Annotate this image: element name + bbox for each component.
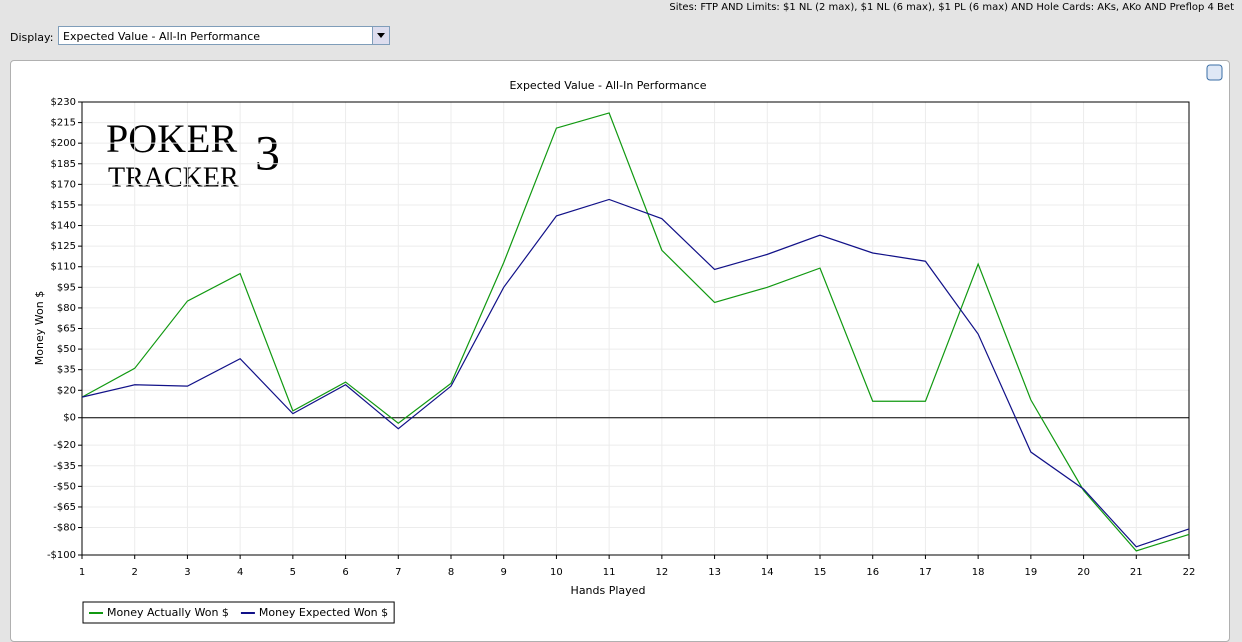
x-tick-label: 9 xyxy=(501,567,507,578)
x-tick-label: 5 xyxy=(290,567,296,578)
legend-box xyxy=(82,601,395,624)
watermark: POKER xyxy=(106,116,237,161)
display-select[interactable]: Expected Value - All-In Performance xyxy=(58,26,390,45)
y-tick-label: $0 xyxy=(63,413,76,424)
y-tick-label: $140 xyxy=(51,221,76,232)
display-label: Display: xyxy=(10,31,54,44)
x-tick-label: 14 xyxy=(761,567,774,578)
filter-text: Sites: FTP AND Limits: $1 NL (2 max), $1… xyxy=(669,2,1234,13)
x-axis-label: Hands Played xyxy=(571,584,646,597)
x-tick-label: 15 xyxy=(814,567,827,578)
watermark: 3 xyxy=(255,124,280,180)
y-tick-label: $125 xyxy=(51,241,76,252)
x-tick-label: 4 xyxy=(237,567,243,578)
y-tick-label: $170 xyxy=(51,179,76,190)
y-tick-label: $215 xyxy=(51,118,76,129)
x-tick-label: 20 xyxy=(1077,567,1090,578)
dropdown-button[interactable] xyxy=(372,27,389,44)
x-tick-label: 2 xyxy=(132,567,138,578)
x-tick-label: 21 xyxy=(1130,567,1143,578)
watermark: TRACKER xyxy=(108,162,239,193)
plot-frame xyxy=(81,101,1190,556)
y-axis-label: Money Won $ xyxy=(33,291,46,365)
chart-title: Expected Value - All-In Performance xyxy=(509,79,706,92)
x-tick-label: 19 xyxy=(1024,567,1037,578)
x-tick-label: 17 xyxy=(919,567,932,578)
y-tick-label: $110 xyxy=(51,262,76,273)
x-tick-label: 10 xyxy=(550,567,563,578)
x-tick-label: 13 xyxy=(708,567,721,578)
display-value: Expected Value - All-In Performance xyxy=(63,30,261,43)
legend-label: Money Actually Won $ xyxy=(107,606,229,619)
y-tick-label: $20 xyxy=(57,385,76,396)
x-tick-label: 6 xyxy=(342,567,348,578)
chart-panel xyxy=(10,60,1230,642)
y-tick-label: $95 xyxy=(57,282,76,293)
x-tick-label: 11 xyxy=(603,567,616,578)
y-tick-label: $185 xyxy=(51,159,76,170)
y-tick-label: $50 xyxy=(57,344,76,355)
x-tick-label: 7 xyxy=(395,567,401,578)
y-tick-label: -$100 xyxy=(47,550,76,561)
y-tick-label: -$80 xyxy=(53,523,76,534)
x-tick-label: 12 xyxy=(655,567,668,578)
maximize-button[interactable] xyxy=(1206,64,1223,81)
y-tick-label: $200 xyxy=(51,138,76,149)
y-tick-label: $35 xyxy=(57,365,76,376)
y-tick-label: $80 xyxy=(57,303,76,314)
legend-label: Money Expected Won $ xyxy=(259,606,388,619)
y-tick-label: $65 xyxy=(57,324,76,335)
y-tick-label: $155 xyxy=(51,200,76,211)
series-line xyxy=(81,112,1190,552)
x-tick-label: 18 xyxy=(972,567,985,578)
x-tick-label: 3 xyxy=(184,567,190,578)
y-tick-label: $230 xyxy=(51,97,76,108)
dropdown-arrow xyxy=(377,33,385,38)
y-tick-label: -$50 xyxy=(53,481,76,492)
x-tick-label: 22 xyxy=(1183,567,1196,578)
x-tick-label: 16 xyxy=(866,567,879,578)
series-line xyxy=(81,198,1190,548)
x-tick-label: 8 xyxy=(448,567,454,578)
y-tick-label: -$35 xyxy=(53,461,76,472)
y-tick-label: -$65 xyxy=(53,502,76,513)
y-tick-label: -$20 xyxy=(53,440,76,451)
x-tick-label: 1 xyxy=(79,567,85,578)
